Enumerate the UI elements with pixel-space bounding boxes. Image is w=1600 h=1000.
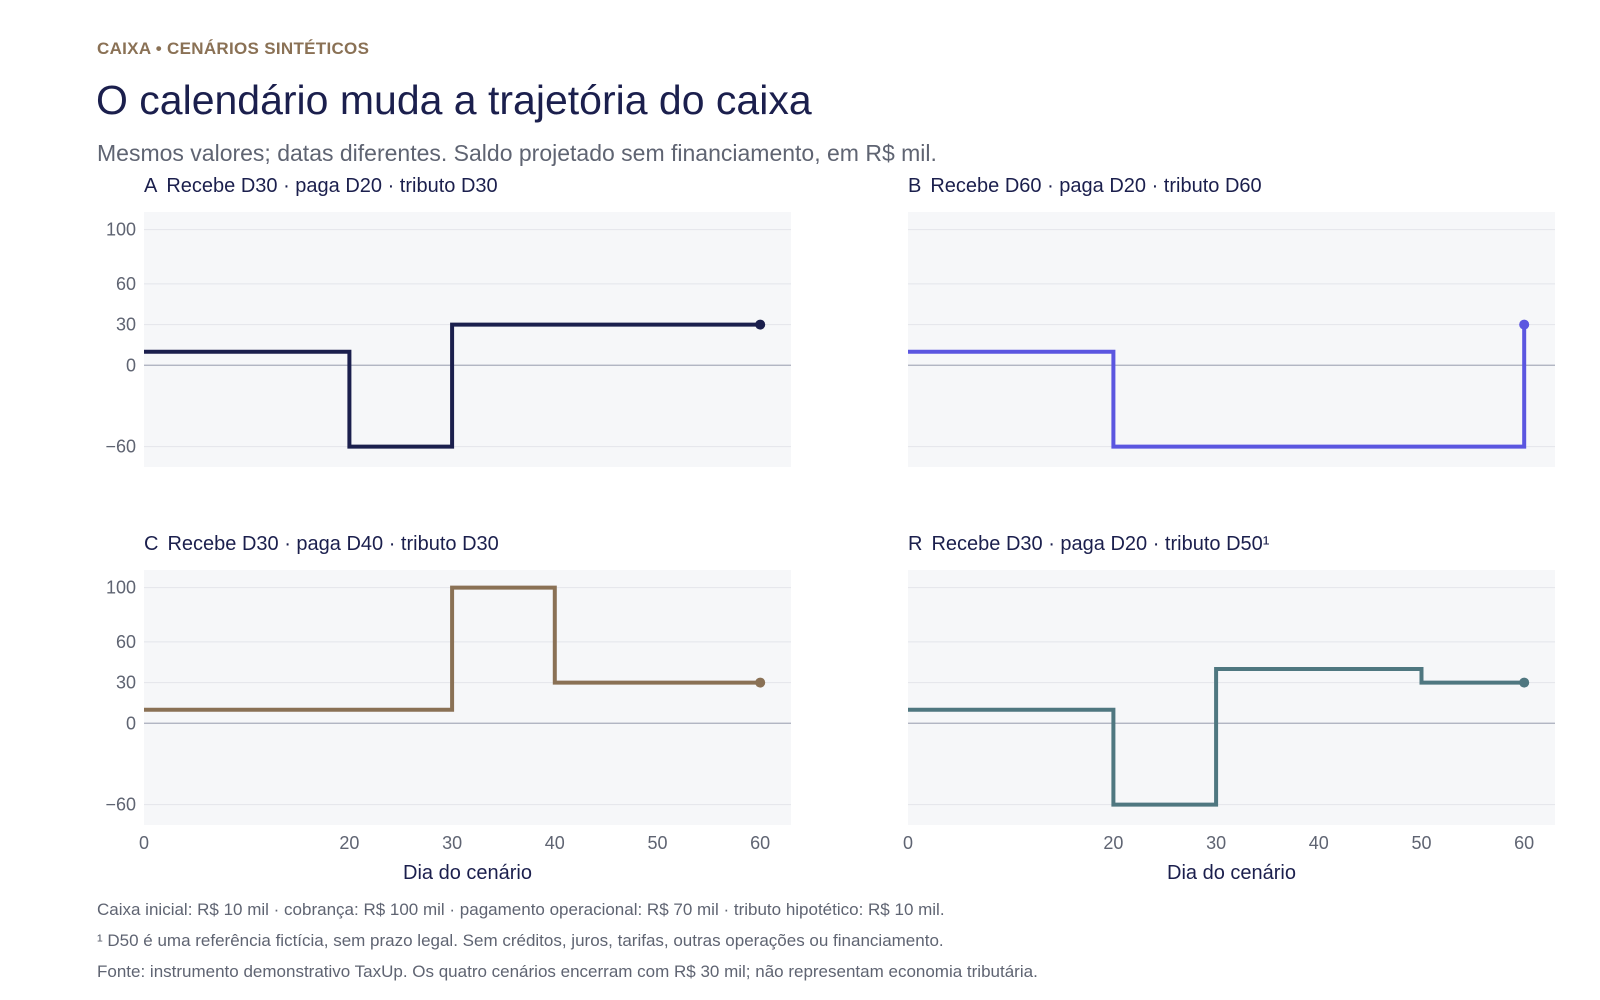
panel-r-title: R Recebe D30 · paga D20 · tributo D50¹ bbox=[908, 533, 1270, 555]
panel-r-x-tick-label: 50 bbox=[1411, 833, 1431, 853]
footnote-assumptions: Caixa inicial: R$ 10 mil · cobrança: R$ … bbox=[97, 900, 945, 919]
panel-a-y-tick-label: −60 bbox=[105, 437, 136, 457]
panel-a-title: A Recebe D30 · paga D20 · tributo D30 bbox=[144, 175, 498, 197]
panel-r-series-line bbox=[908, 667, 1525, 807]
panel-r-x-tick-label: 60 bbox=[1514, 833, 1534, 853]
panel-a-y-tick-label: 60 bbox=[116, 274, 136, 294]
panel-c-x-tick-label: 20 bbox=[339, 833, 359, 853]
panel-c-series-line bbox=[144, 585, 761, 712]
panel-r-x-axis-label: Dia do cenário bbox=[1167, 862, 1296, 884]
panel-a-series-line bbox=[144, 322, 761, 449]
panel-c-y-tick-label: −60 bbox=[105, 795, 136, 815]
panel-r-x-tick-label: 40 bbox=[1309, 833, 1329, 853]
panel-r-x-tick-label: 20 bbox=[1103, 833, 1123, 853]
panel-a-title-letter: A bbox=[144, 175, 158, 197]
panel-c-plot-area bbox=[144, 570, 791, 825]
panel-a-plot-area bbox=[144, 212, 791, 467]
panel-a-end-point bbox=[755, 319, 766, 330]
panel-c-y-tick-label: 100 bbox=[106, 578, 136, 598]
panel-c-y-tick-label: 30 bbox=[116, 673, 136, 693]
panel-a-title-text: Recebe D30 · paga D20 · tributo D30 bbox=[166, 175, 497, 197]
panel-a-y-tick-label: 30 bbox=[116, 315, 136, 335]
panel-c-title: C Recebe D30 · paga D40 · tributo D30 bbox=[144, 533, 499, 555]
panel-r-title-letter: R bbox=[908, 533, 922, 555]
panel-c-end-point bbox=[755, 677, 766, 688]
footnote-source: Fonte: instrumento demonstrativo TaxUp. … bbox=[97, 962, 1038, 981]
panel-b-series-line bbox=[908, 324, 1527, 449]
panel-c-x-tick-label: 60 bbox=[750, 833, 770, 853]
panel-b-title-letter: B bbox=[908, 175, 921, 197]
panel-c-title-text: Recebe D30 · paga D40 · tributo D30 bbox=[167, 533, 498, 555]
panel-c-x-tick-label: 50 bbox=[647, 833, 667, 853]
panel-r-plot-area bbox=[908, 570, 1555, 825]
panel-b-plot-area bbox=[908, 212, 1555, 467]
panel-c-y-tick-label: 0 bbox=[126, 713, 136, 733]
panel-r-x-tick-label: 0 bbox=[903, 833, 913, 853]
footnote-d50-note: ¹ D50 é uma referência fictícia, sem pra… bbox=[97, 931, 944, 950]
eyebrow-label: CAIXA • CENÁRIOS SINTÉTICOS bbox=[97, 39, 370, 58]
panel-a-y-tick-label: 0 bbox=[126, 355, 136, 375]
panel-a-y-tick-label: 100 bbox=[106, 220, 136, 240]
panel-b-end-point bbox=[1519, 319, 1530, 330]
panel-c-x-tick-label: 40 bbox=[545, 833, 565, 853]
page-title: O calendário muda a trajetória do caixa bbox=[96, 77, 812, 123]
panel-c-title-letter: C bbox=[144, 533, 158, 555]
panel-c-x-axis-label: Dia do cenário bbox=[403, 862, 532, 884]
panel-c-x-tick-label: 30 bbox=[442, 833, 462, 853]
page-subtitle: Mesmos valores; datas diferentes. Saldo … bbox=[97, 140, 937, 166]
panel-b-title-text: Recebe D60 · paga D20 · tributo D60 bbox=[930, 175, 1261, 197]
panel-r-end-point bbox=[1519, 677, 1530, 688]
panel-c-x-tick-label: 0 bbox=[139, 833, 149, 853]
panel-c-y-tick-label: 60 bbox=[116, 632, 136, 652]
panel-r-title-text: Recebe D30 · paga D20 · tributo D50¹ bbox=[931, 533, 1269, 555]
panel-r-x-tick-label: 30 bbox=[1206, 833, 1226, 853]
panel-b-title: B Recebe D60 · paga D20 · tributo D60 bbox=[908, 175, 1262, 197]
